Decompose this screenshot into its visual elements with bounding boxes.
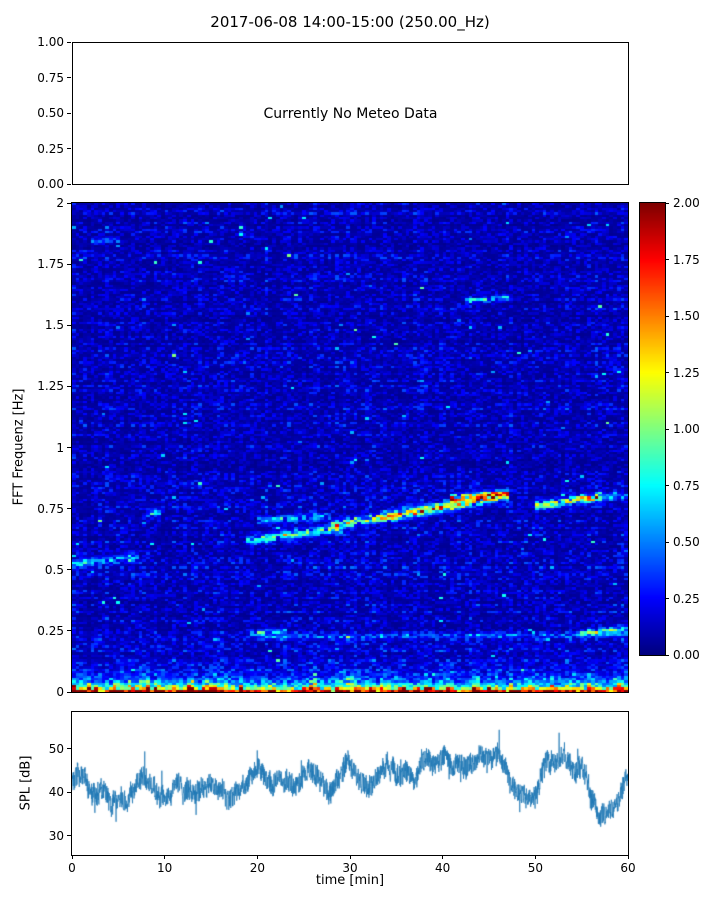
tick-mark bbox=[665, 598, 669, 599]
colorbar-tick-label: 1.00 bbox=[673, 422, 700, 436]
spectrogram-heatmap bbox=[71, 202, 629, 693]
meteo-ytick-label: 0.00 bbox=[37, 177, 64, 191]
colorbar-tick-label: 2.00 bbox=[673, 196, 700, 210]
meteo-ytick-label: 0.50 bbox=[37, 106, 64, 120]
colorbar-tick-label: 0.75 bbox=[673, 478, 700, 493]
spectrogram-ytick-label: 0.5 bbox=[44, 562, 64, 577]
spl-ytick-label: 50 bbox=[48, 741, 64, 756]
time-xtick-label: 40 bbox=[435, 861, 451, 875]
meteo-ytick-label: 1.00 bbox=[37, 35, 64, 49]
tick-mark bbox=[164, 855, 166, 859]
tick-mark bbox=[665, 428, 669, 430]
tick-mark bbox=[665, 315, 669, 317]
figure-title: 2017-06-08 14:00-15:00 (250.00_Hz) bbox=[210, 13, 490, 31]
tick-mark bbox=[665, 485, 669, 486]
spl-ytick-label: 30 bbox=[48, 828, 64, 843]
time-xlabel: time [min] bbox=[315, 873, 385, 888]
spl-ytick-label: 40 bbox=[48, 785, 64, 800]
time-xtick-label: 30 bbox=[342, 861, 358, 875]
spl-line-chart bbox=[71, 711, 629, 856]
tick-mark bbox=[67, 630, 71, 632]
tick-mark bbox=[349, 855, 351, 859]
time-xtick-label: 10 bbox=[157, 861, 173, 875]
colorbar-tick-label: 0.25 bbox=[673, 591, 700, 606]
spectrogram-ytick-label: 1.75 bbox=[37, 257, 64, 272]
tick-mark bbox=[256, 855, 258, 859]
tick-mark bbox=[665, 654, 669, 656]
time-xtick-label: 60 bbox=[620, 861, 636, 875]
tick-mark bbox=[67, 748, 71, 750]
tick-mark bbox=[534, 855, 536, 859]
tick-mark bbox=[665, 259, 669, 260]
time-xtick-label: 50 bbox=[527, 861, 543, 875]
spectrogram-ytick-label: 1.25 bbox=[37, 379, 64, 394]
tick-mark bbox=[665, 372, 669, 373]
tick-mark bbox=[67, 791, 71, 793]
tick-mark bbox=[67, 77, 71, 78]
meteo-message: Currently No Meteo Data bbox=[263, 105, 438, 122]
spectrogram-ytick-label: 0 bbox=[56, 685, 64, 699]
meteo-ytick-label: 0.75 bbox=[37, 70, 64, 85]
colorbar-tick-label: 1.25 bbox=[673, 365, 700, 380]
tick-mark bbox=[71, 855, 73, 859]
tick-mark bbox=[67, 835, 71, 836]
colorbar bbox=[639, 202, 666, 656]
tick-mark bbox=[67, 183, 71, 185]
meteo-panel: Currently No Meteo Data bbox=[72, 42, 629, 185]
colorbar-tick-label: 1.75 bbox=[673, 252, 700, 267]
spectrogram-ytick-label: 0.75 bbox=[37, 501, 64, 516]
tick-mark bbox=[67, 263, 71, 265]
meteo-ytick-label: 0.25 bbox=[37, 141, 64, 156]
tick-mark bbox=[665, 202, 669, 204]
tick-mark bbox=[67, 508, 71, 510]
spl-ylabel: SPL [dB] bbox=[18, 755, 34, 811]
tick-mark bbox=[67, 148, 71, 149]
tick-mark bbox=[67, 569, 71, 571]
tick-mark bbox=[67, 112, 71, 114]
spectrogram-ytick-label: 2 bbox=[56, 196, 64, 210]
spectrogram-ytick-label: 0.25 bbox=[37, 623, 64, 638]
tick-mark bbox=[67, 385, 71, 387]
tick-mark bbox=[67, 202, 71, 204]
tick-mark bbox=[665, 541, 669, 543]
tick-mark bbox=[627, 855, 629, 859]
colorbar-tick-label: 0.50 bbox=[673, 535, 700, 549]
tick-mark bbox=[442, 855, 444, 859]
tick-mark bbox=[67, 447, 71, 448]
spectrogram-ytick-label: 1 bbox=[56, 440, 64, 455]
colorbar-tick-label: 1.50 bbox=[673, 309, 700, 323]
spectrogram-ytick-label: 1.5 bbox=[44, 318, 64, 333]
tick-mark bbox=[67, 691, 71, 693]
time-xtick-label: 0 bbox=[68, 861, 76, 875]
time-xtick-label: 20 bbox=[249, 861, 265, 875]
tick-mark bbox=[67, 324, 71, 326]
tick-mark bbox=[67, 41, 71, 43]
colorbar-tick-label: 0.00 bbox=[673, 648, 700, 662]
